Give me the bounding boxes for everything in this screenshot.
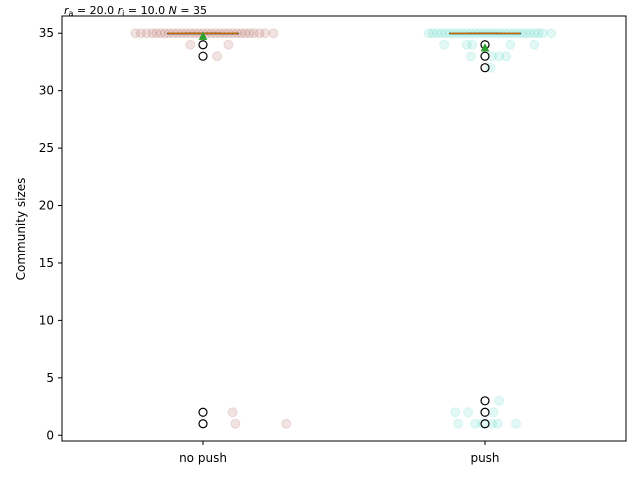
x-tick-label: push [470,451,499,465]
scatter-point-no-push [135,28,146,39]
scatter-point-push [488,407,499,418]
outlier-no-push [198,51,208,61]
scatter-point-no-push [212,51,223,62]
scatter-point-no-push [227,407,238,418]
scatter-point-push [487,51,498,62]
scatter-point-push [453,418,464,429]
scatter-point-push [546,28,557,39]
scatter-point-push [505,39,516,50]
mean-marker-push [480,43,490,52]
scatter-point-no-push [244,28,255,39]
scatter-point-push [492,418,503,429]
scatter-point-push [487,418,498,429]
scatter-point-push [477,418,488,429]
y-tick-label: 15 [39,256,54,270]
scatter-point-push [427,28,438,39]
scatter-point-push [511,418,522,429]
title-ri-symbol: r [118,4,124,17]
scatter-point-push [467,39,478,50]
scatter-point-no-push [260,28,271,39]
scatter-point-push [439,39,450,50]
outlier-push [480,407,490,417]
scatter-point-push [450,407,461,418]
title-ra-subscript: a [69,9,74,18]
scatter-point-push [494,395,505,406]
scatter-point-no-push [130,28,141,39]
scatter-point-no-push [141,28,152,39]
chart-title: ra = 20.0 ri = 10.0 N = 35 [64,4,207,18]
axes: 0 5 10 15 20 25 30 35 no push push [39,15,627,465]
title-n-symbol: N [169,4,177,17]
scatter-point-no-push [281,418,292,429]
title-ra-symbol: r [64,4,70,17]
mean-marker-no-push [198,31,208,40]
scatter-point-push [501,51,512,62]
scatter-point-push [494,51,505,62]
scatter-point-push [529,28,540,39]
y-tick-label: 35 [39,26,54,40]
y-tick-label: 0 [46,428,54,442]
outlier-no-push [198,407,208,417]
scatter-point-push [470,418,481,429]
scatter-point-push [465,51,476,62]
plot-area [130,28,557,429]
scatter-point-no-push [151,28,162,39]
outlier-push [480,419,490,429]
scatter-point-push [463,407,474,418]
y-tick-label: 20 [39,199,54,213]
scatter-point-push [432,28,443,39]
scatter-point-no-push [223,39,234,50]
scatter-point-no-push [230,418,241,429]
series-push [423,28,557,429]
scatter-point-push [537,28,548,39]
scatter-point-no-push [240,28,251,39]
scatter-point-push [436,28,447,39]
outlier-no-push [198,40,208,50]
scatter-point-push [525,28,536,39]
y-tick-label: 30 [39,84,54,98]
scatter-point-push [423,28,434,39]
y-tick-label: 25 [39,141,54,155]
outlier-push [480,396,490,406]
y-tick-label: 5 [46,371,54,385]
outlier-push [480,63,490,73]
axes-frame [61,15,627,442]
scatter-point-no-push [155,28,166,39]
scatter-point-push [533,28,544,39]
scatter-point-no-push [268,28,279,39]
scatter-point-push [461,39,472,50]
scatter-point-push [529,39,540,50]
scatter-point-no-push [185,39,196,50]
y-tick-label: 10 [39,313,54,327]
x-tick-label: no push [179,451,227,465]
title-ri-subscript: i [122,9,124,18]
title-n-value: = 35 [177,4,207,17]
scatter-point-no-push [248,28,259,39]
scatter-point-no-push [147,28,158,39]
outlier-no-push [198,419,208,429]
title-ra-value: = 20.0 [73,4,117,17]
series-no-push [130,28,292,429]
outlier-push [480,51,490,61]
title-ri-value: = 10.0 [124,4,168,17]
scatter-point-push [520,28,531,39]
y-axis-label: Community sizes [14,178,28,281]
scatter-point-no-push [254,28,265,39]
